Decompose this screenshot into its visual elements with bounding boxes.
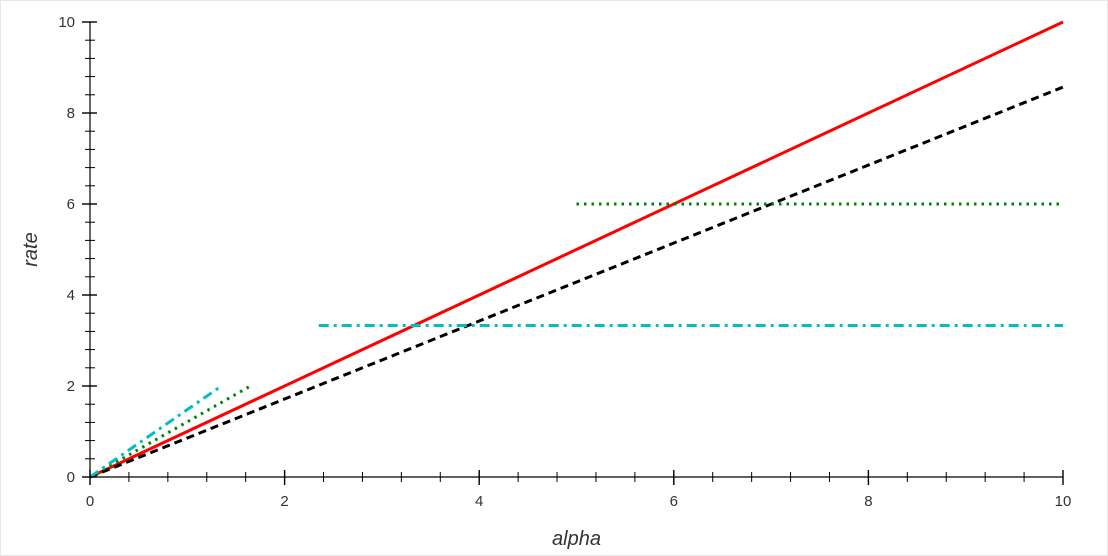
axes-layer	[82, 21, 1064, 485]
series-line-solid-0	[89, 20, 1064, 479]
x-tick-label: 8	[864, 493, 872, 510]
x-tick-label: 6	[670, 493, 678, 510]
y-tick-label: 10	[58, 14, 75, 31]
y-tick-label: 6	[67, 196, 75, 213]
x-tick-label: 2	[280, 493, 288, 510]
x-tick-label: 4	[475, 493, 483, 510]
x-tick-label: 0	[86, 493, 94, 510]
y-tick-label: 0	[67, 469, 75, 486]
series-line-dotted-2	[89, 384, 252, 479]
y-tick-label: 4	[67, 287, 75, 304]
x-tick-label: 10	[1055, 493, 1072, 510]
labels-layer: 0 2 4 6 8 10 0 2 4 6 8 10	[58, 14, 1071, 510]
x-axis-title: alpha	[552, 528, 601, 550]
series-line-dashdot-4	[89, 384, 223, 479]
y-tick-label: 2	[67, 378, 75, 395]
y-axis-title: rate	[20, 232, 42, 266]
series-layer	[89, 20, 1064, 479]
y-tick-label: 8	[67, 105, 75, 122]
series-line-dashed-1	[89, 85, 1064, 479]
